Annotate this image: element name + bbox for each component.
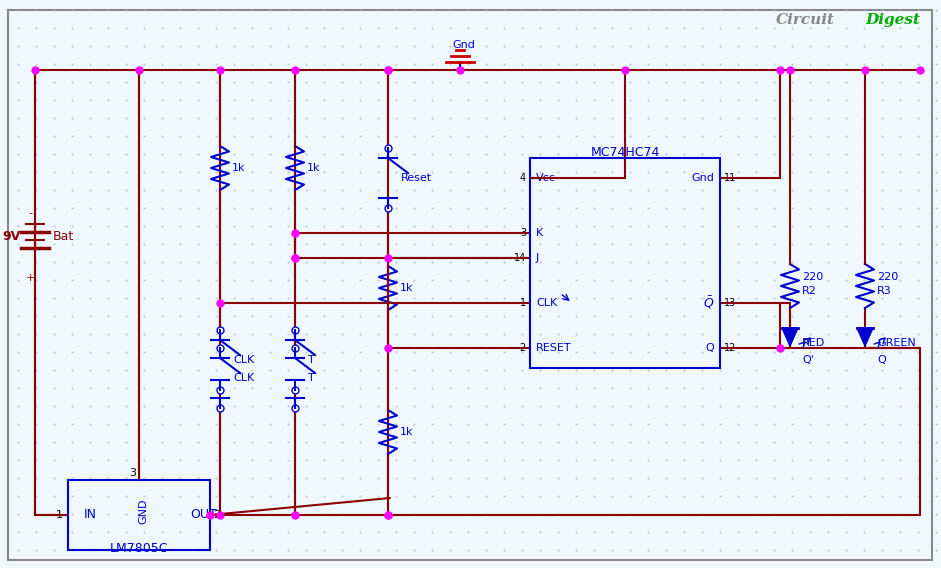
Text: Bat: Bat: [53, 229, 74, 243]
Text: 3: 3: [519, 228, 526, 238]
Text: +: +: [25, 273, 35, 283]
Text: Q: Q: [877, 355, 885, 365]
Text: 1: 1: [519, 298, 526, 308]
Text: GND: GND: [138, 498, 148, 524]
Text: J: J: [536, 253, 539, 263]
Text: -: -: [28, 208, 32, 218]
Text: Digest: Digest: [865, 13, 920, 27]
Text: 1k: 1k: [400, 283, 413, 293]
Text: Q': Q': [802, 355, 814, 365]
Text: T: T: [308, 373, 314, 383]
Text: Vcc: Vcc: [536, 173, 556, 183]
Text: K: K: [536, 228, 543, 238]
Text: T: T: [308, 355, 314, 365]
Text: 11: 11: [724, 173, 736, 183]
Text: GREEN: GREEN: [877, 338, 916, 348]
Text: Gnd: Gnd: [453, 40, 475, 50]
Text: CLK: CLK: [233, 373, 254, 383]
Text: $\bar{Q}$: $\bar{Q}$: [703, 295, 714, 311]
Bar: [530, 158, 720, 368]
Text: 2: 2: [519, 343, 526, 353]
Text: Circuit: Circuit: [776, 13, 835, 27]
Text: 4: 4: [519, 173, 526, 183]
Polygon shape: [857, 328, 873, 346]
Bar: [68, 480, 210, 550]
Text: MC74HC74: MC74HC74: [590, 146, 660, 159]
Text: OUT: OUT: [190, 508, 216, 521]
Text: 1k: 1k: [232, 163, 246, 173]
Text: RESET: RESET: [536, 343, 571, 353]
Text: 13: 13: [724, 298, 736, 308]
Text: 1k: 1k: [307, 163, 321, 173]
Text: 3: 3: [129, 468, 136, 478]
Text: CLK: CLK: [536, 298, 557, 308]
Text: Gnd: Gnd: [691, 173, 714, 183]
Text: CLK: CLK: [233, 355, 254, 365]
Text: RED: RED: [802, 338, 825, 348]
Text: LM7805C: LM7805C: [110, 542, 168, 555]
Text: 9V: 9V: [3, 229, 21, 243]
Text: Q: Q: [705, 343, 714, 353]
Text: R2: R2: [802, 286, 817, 296]
Text: IN: IN: [84, 508, 97, 521]
Text: Reset: Reset: [401, 173, 432, 183]
Text: 1: 1: [56, 510, 63, 520]
Text: 12: 12: [724, 343, 737, 353]
Text: 2: 2: [213, 510, 220, 520]
Polygon shape: [782, 328, 798, 346]
Text: 220: 220: [802, 272, 823, 282]
Text: 220: 220: [877, 272, 899, 282]
Text: 14: 14: [514, 253, 526, 263]
Text: R3: R3: [877, 286, 892, 296]
Text: 1k: 1k: [400, 427, 413, 437]
